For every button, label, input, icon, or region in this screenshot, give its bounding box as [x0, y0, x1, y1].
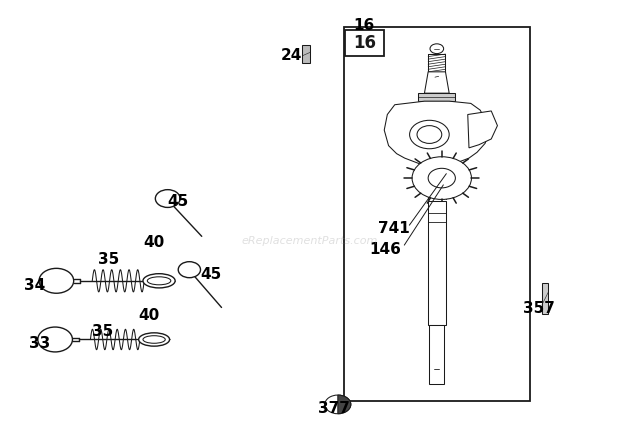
Text: 45: 45 — [200, 267, 222, 281]
Text: eReplacementParts.com: eReplacementParts.com — [242, 236, 378, 246]
Bar — [428, 201, 446, 325]
Ellipse shape — [139, 333, 170, 346]
Text: 16: 16 — [353, 18, 374, 33]
Bar — [303, 45, 310, 63]
Bar — [344, 27, 529, 401]
Text: 45: 45 — [168, 194, 189, 209]
Text: 24: 24 — [281, 48, 303, 63]
Bar — [422, 167, 451, 173]
Ellipse shape — [143, 336, 166, 343]
Text: 741: 741 — [378, 221, 410, 236]
Bar — [345, 30, 384, 56]
Bar — [418, 93, 455, 101]
Circle shape — [428, 168, 455, 188]
Text: 377: 377 — [318, 401, 350, 417]
Circle shape — [178, 262, 200, 278]
Circle shape — [38, 327, 73, 352]
Bar — [430, 325, 445, 384]
Text: 40: 40 — [144, 235, 165, 250]
Circle shape — [410, 120, 449, 149]
Text: 35: 35 — [98, 252, 119, 267]
Circle shape — [39, 268, 74, 293]
Polygon shape — [384, 101, 489, 165]
Circle shape — [417, 126, 442, 144]
Ellipse shape — [148, 277, 171, 285]
Wedge shape — [338, 395, 351, 414]
Text: 33: 33 — [29, 336, 50, 351]
Text: 146: 146 — [370, 242, 401, 257]
Bar — [542, 283, 548, 314]
Polygon shape — [425, 72, 449, 93]
Ellipse shape — [143, 274, 175, 288]
Polygon shape — [467, 111, 497, 148]
Circle shape — [325, 395, 351, 414]
Text: 34: 34 — [24, 278, 45, 293]
Text: 357: 357 — [523, 301, 556, 316]
Circle shape — [412, 157, 471, 199]
Text: 16: 16 — [353, 34, 376, 52]
Text: 35: 35 — [92, 324, 113, 339]
Text: 40: 40 — [138, 308, 159, 322]
Circle shape — [156, 190, 180, 207]
